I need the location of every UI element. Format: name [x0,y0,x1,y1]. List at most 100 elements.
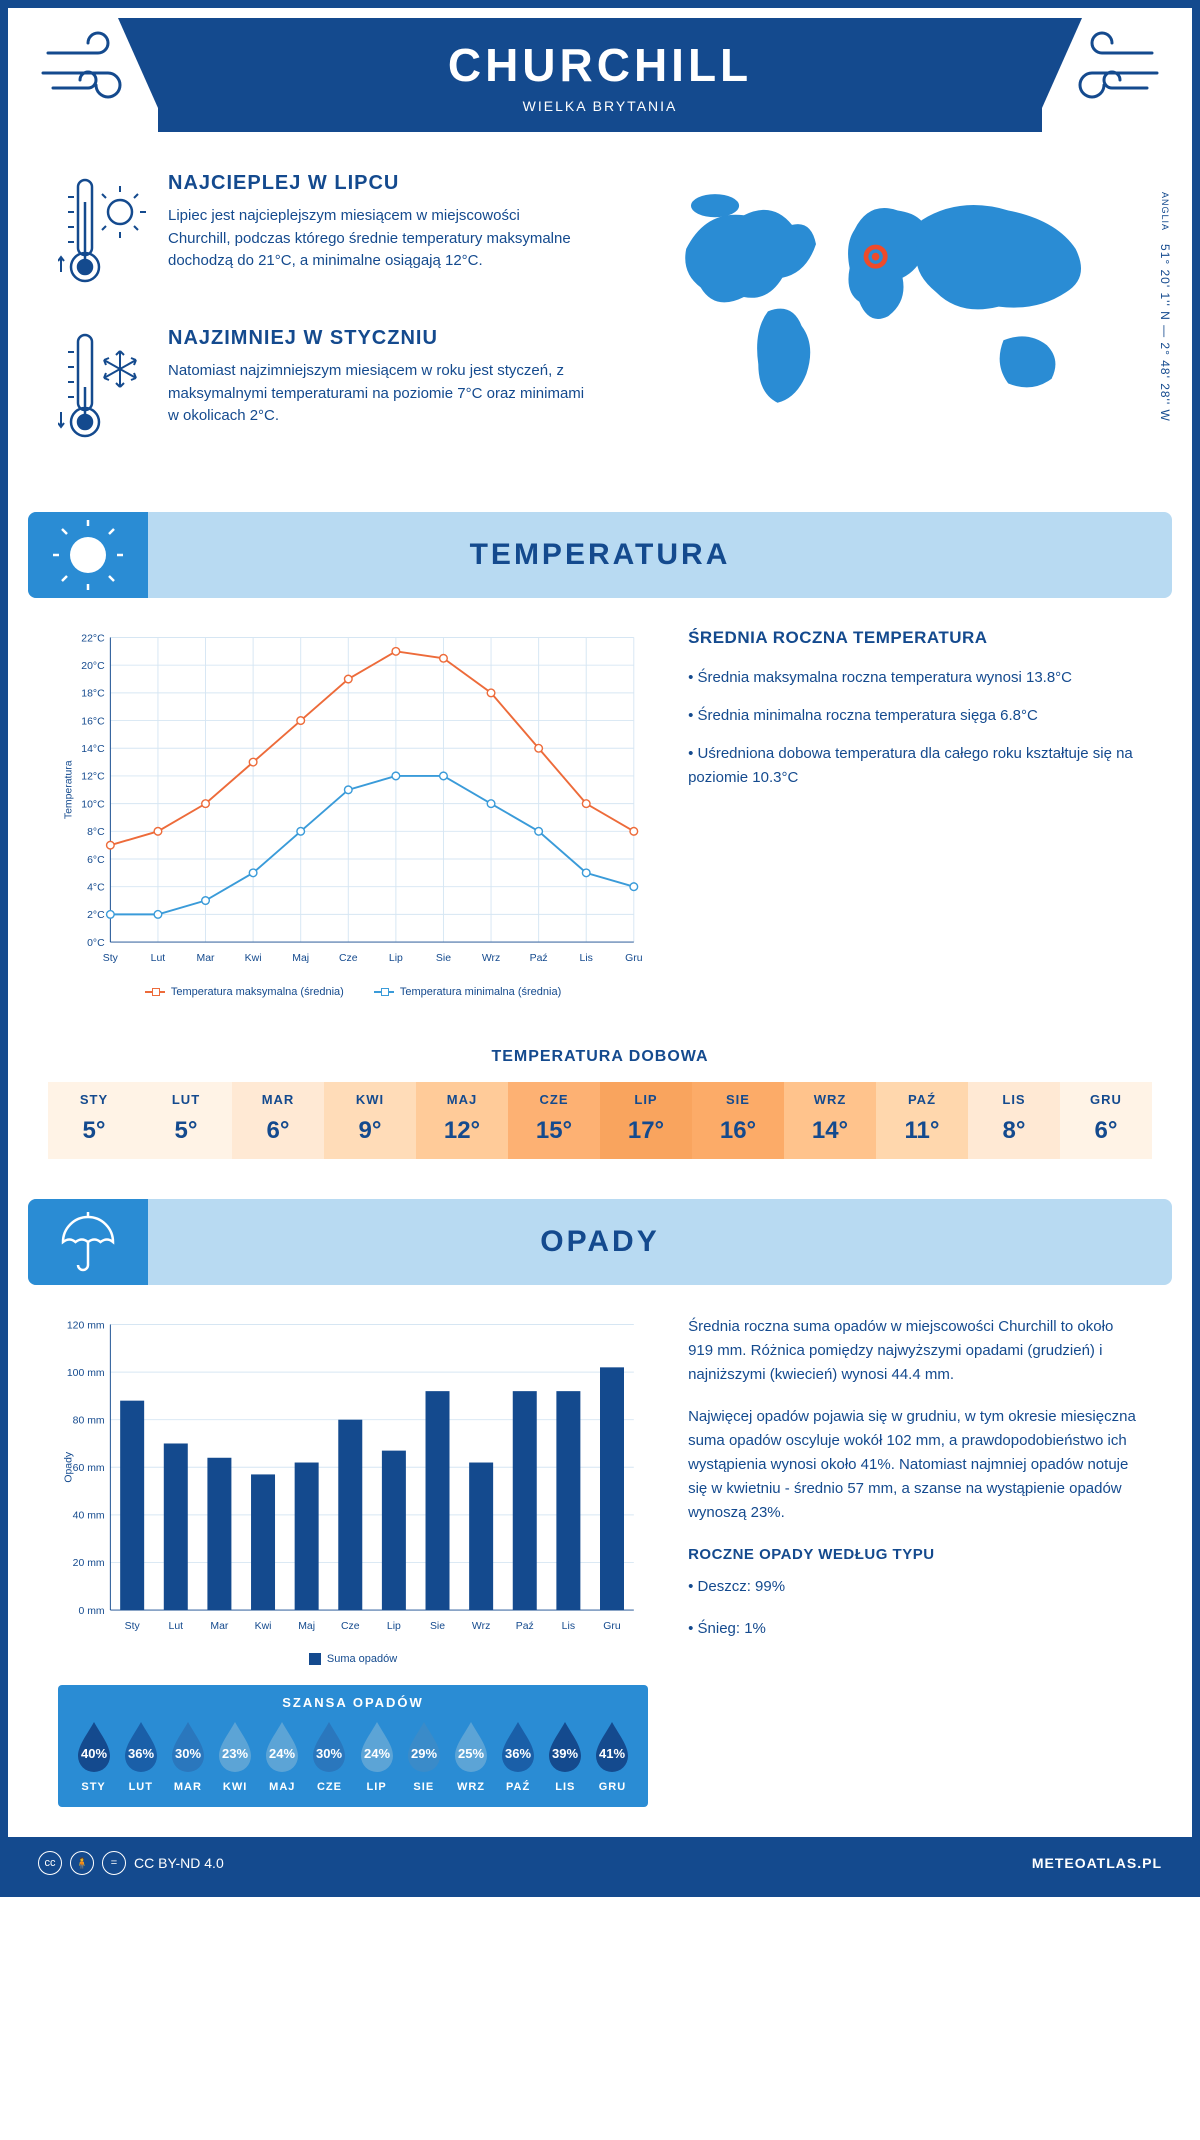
svg-text:18°C: 18°C [81,689,105,700]
svg-text:30%: 30% [175,1746,201,1761]
svg-text:40 mm: 40 mm [73,1510,105,1521]
svg-text:29%: 29% [411,1746,437,1761]
temp-info-p1: • Średnia maksymalna roczna temperatura … [688,666,1142,690]
svg-text:60 mm: 60 mm [73,1463,105,1474]
cold-fact: NAJZIMNIEJ W STYCZNIU Natomiast najzimni… [58,327,585,452]
svg-text:Paź: Paź [530,953,548,964]
daily-temp-cell: SIE16° [692,1082,784,1159]
chance-drop: 24%LIP [353,1720,400,1793]
svg-text:14°C: 14°C [81,744,105,755]
license-text: CC BY-ND 4.0 [134,1855,224,1871]
svg-text:10°C: 10°C [81,799,105,810]
svg-text:25%: 25% [458,1746,484,1761]
umbrella-icon [28,1199,148,1285]
svg-text:Lut: Lut [169,1621,184,1632]
chance-drop: 36%PAŹ [495,1720,542,1793]
svg-text:4°C: 4°C [87,883,105,894]
svg-text:22°C: 22°C [81,633,105,644]
svg-text:Lip: Lip [387,1621,401,1632]
page-subtitle: WIELKA BRYTANIA [158,98,1042,114]
hot-fact-title: NAJCIEPLEJ W LIPCU [168,172,585,195]
svg-text:Mar: Mar [210,1621,229,1632]
bar-chart-legend: Suma opadów [58,1653,648,1665]
svg-text:6°C: 6°C [87,855,105,866]
svg-text:Sie: Sie [436,953,451,964]
svg-text:Lis: Lis [580,953,593,964]
svg-text:Paź: Paź [516,1621,534,1632]
header-banner: CHURCHILL WIELKA BRYTANIA [158,18,1042,132]
line-chart-legend: Temperatura maksymalna (średnia)Temperat… [58,986,648,998]
svg-text:20 mm: 20 mm [73,1558,105,1569]
svg-text:36%: 36% [505,1746,531,1761]
cold-fact-title: NAJZIMNIEJ W STYCZNIU [168,327,585,350]
svg-text:Maj: Maj [298,1621,315,1632]
svg-text:Wrz: Wrz [482,953,500,964]
chance-drop: 30%CZE [306,1720,353,1793]
chance-drop: 40%STY [70,1720,117,1793]
daily-temp-cell: WRZ14° [784,1082,876,1159]
svg-text:41%: 41% [599,1746,625,1761]
svg-text:Mar: Mar [197,953,216,964]
svg-text:Kwi: Kwi [255,1621,272,1632]
page-title: CHURCHILL [158,38,1042,92]
daily-temp-row: STY5°LUT5°MAR6°KWI9°MAJ12°CZE15°LIP17°SI… [48,1082,1152,1159]
daily-temp-cell: STY5° [48,1082,140,1159]
thermometer-hot-icon [58,172,148,297]
daily-temp-cell: CZE15° [508,1082,600,1159]
svg-text:24%: 24% [269,1746,295,1761]
svg-text:Maj: Maj [292,953,309,964]
svg-text:Cze: Cze [341,1621,360,1632]
svg-text:39%: 39% [552,1746,578,1761]
chance-drop: 29%SIE [400,1720,447,1793]
hot-fact-text: Lipiec jest najcieplejszym miesiącem w m… [168,205,585,273]
site-name: METEOATLAS.PL [1032,1855,1162,1871]
svg-text:120 mm: 120 mm [67,1320,105,1331]
svg-text:12°C: 12°C [81,772,105,783]
svg-text:Cze: Cze [339,953,358,964]
by-icon: 🧍 [70,1851,94,1875]
daily-temp-cell: GRU6° [1060,1082,1152,1159]
temp-info-title: ŚREDNIA ROCZNA TEMPERATURA [688,628,1142,648]
chance-drop: 25%WRZ [447,1720,494,1793]
precip-info-p2: Najwięcej opadów pojawia się w grudniu, … [688,1405,1142,1525]
chance-drop: 41%GRU [589,1720,636,1793]
daily-temp-cell: PAŹ11° [876,1082,968,1159]
coordinates: ANGLIA 51° 20' 1'' N — 2° 48' 28'' W [1158,192,1172,422]
svg-text:Temperatura: Temperatura [63,760,74,819]
nd-icon: = [102,1851,126,1875]
svg-text:80 mm: 80 mm [73,1415,105,1426]
temperature-banner: TEMPERATURA [28,512,1172,598]
chance-title: SZANSA OPADÓW [70,1695,636,1710]
svg-text:Sie: Sie [430,1621,445,1632]
precip-type-title: ROCZNE OPADY WEDŁUG TYPU [688,1543,1142,1567]
sun-icon [28,512,148,598]
cc-icon: cc [38,1851,62,1875]
daily-temp-cell: MAR6° [232,1082,324,1159]
precip-info-p1: Średnia roczna suma opadów w miejscowośc… [688,1315,1142,1387]
daily-temp-cell: LIP17° [600,1082,692,1159]
svg-text:36%: 36% [128,1746,154,1761]
daily-temp-cell: LIS8° [968,1082,1060,1159]
svg-text:20°C: 20°C [81,661,105,672]
chance-drop: 39%LIS [542,1720,589,1793]
svg-text:16°C: 16°C [81,716,105,727]
svg-text:Gru: Gru [625,953,643,964]
svg-text:30%: 30% [316,1746,342,1761]
svg-text:40%: 40% [81,1746,107,1761]
precip-rain: • Deszcz: 99% [688,1575,1142,1599]
svg-text:8°C: 8°C [87,827,105,838]
temperature-line-chart: 0°C2°C4°C6°C8°C10°C12°C14°C16°C18°C20°C2… [58,628,648,971]
svg-text:0 mm: 0 mm [79,1605,105,1616]
svg-text:Lis: Lis [562,1621,575,1632]
svg-text:Kwi: Kwi [245,953,262,964]
daily-temp-cell: KWI9° [324,1082,416,1159]
svg-text:Sty: Sty [103,953,119,964]
daily-temp-cell: MAJ12° [416,1082,508,1159]
daily-temp-title: TEMPERATURA DOBOWA [8,1048,1192,1066]
svg-text:Opady: Opady [63,1451,74,1483]
chance-drop: 30%MAR [164,1720,211,1793]
svg-text:Sty: Sty [125,1621,141,1632]
svg-text:Lip: Lip [389,953,403,964]
svg-text:24%: 24% [364,1746,390,1761]
svg-text:100 mm: 100 mm [67,1368,105,1379]
